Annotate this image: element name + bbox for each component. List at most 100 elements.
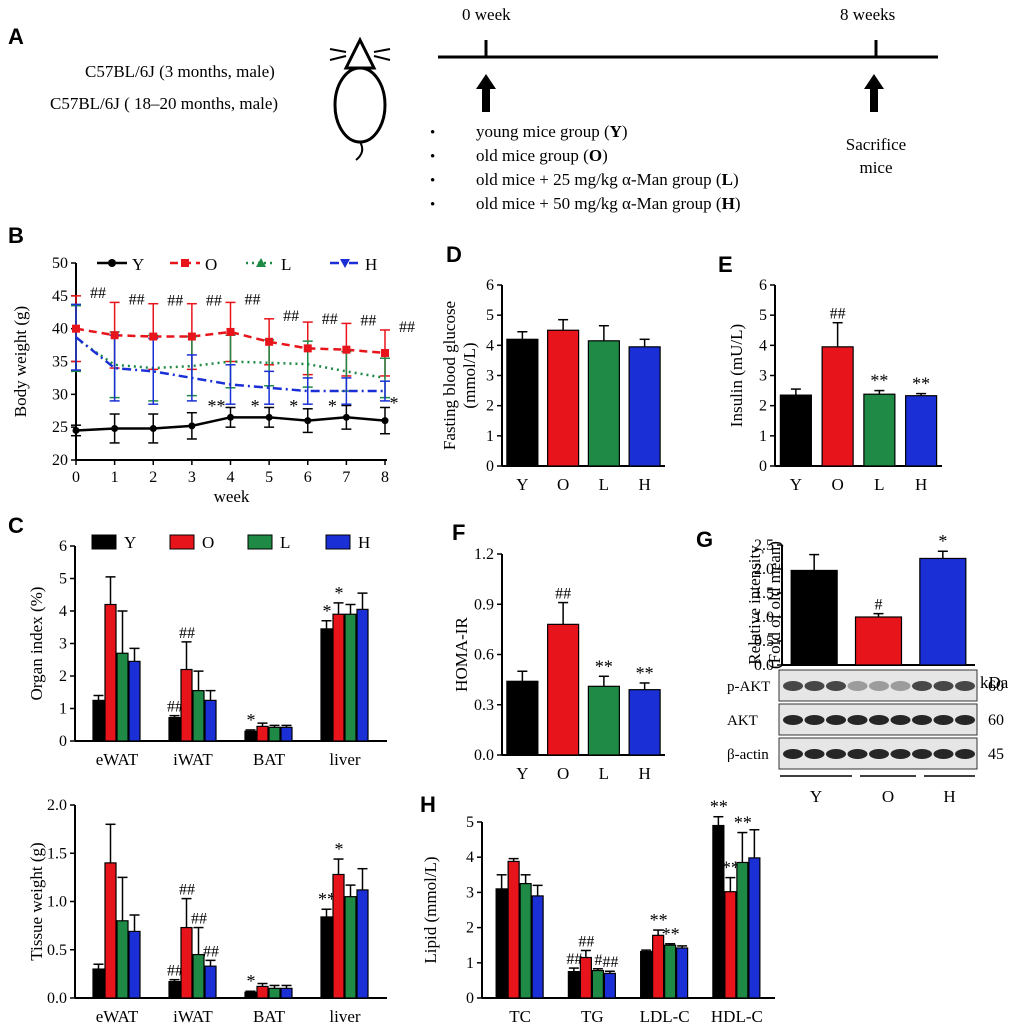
- blot-kda-label: 45: [988, 746, 1004, 763]
- point-O: [187, 332, 196, 341]
- y-tick-label: 4: [59, 603, 67, 620]
- bar-L: [587, 340, 620, 467]
- bar-L-eWAT: [116, 652, 129, 742]
- bar-H-liver: [356, 608, 369, 742]
- x-tick-label: H: [915, 475, 927, 494]
- annotation: **: [318, 889, 336, 909]
- point-Y: [188, 422, 196, 430]
- x-tick-label: O: [831, 475, 843, 494]
- blot-band: [847, 681, 868, 691]
- bar-H-BAT: [280, 987, 293, 999]
- bar-L-TC: [519, 882, 532, 999]
- blot-band: [847, 749, 868, 759]
- blot-band: [890, 749, 911, 759]
- bar-H-HDL-C: [748, 857, 761, 999]
- mouse-icon: [329, 36, 391, 161]
- y-tick-label: 2.0: [47, 797, 67, 814]
- bar-Y-eWAT: [92, 968, 105, 999]
- annotation: *: [251, 396, 260, 416]
- arrow-start-icon: [476, 74, 496, 112]
- y-tick-label: 5: [486, 307, 494, 324]
- x-tick-label: L: [599, 475, 609, 494]
- annotation: ##: [167, 963, 183, 980]
- point-Y: [227, 413, 234, 421]
- y-axis-label: Tissue weight (g): [27, 842, 46, 960]
- y-tick-label: 2.0: [754, 561, 774, 578]
- legend-marker-L: [256, 258, 266, 267]
- annotation: **: [595, 656, 613, 676]
- y-tick-label: 45: [52, 288, 68, 305]
- bar-Y-TG: [567, 970, 580, 999]
- annotation: **: [870, 371, 888, 391]
- annotation: ##: [322, 311, 338, 328]
- blot-band-label: β-actin: [727, 747, 769, 763]
- y-tick-label: 1.2: [474, 546, 494, 563]
- bar-L-BAT: [268, 726, 281, 742]
- blot-band: [912, 715, 932, 725]
- annotation: **: [710, 797, 728, 817]
- y-tick-label: 0.0: [47, 990, 67, 1007]
- annotation: #: [594, 952, 602, 969]
- group-item: young mice group (Y): [476, 122, 628, 141]
- bar-O-LDL-C: [652, 934, 665, 999]
- point-Y: [342, 413, 350, 421]
- y-tick-label: 3: [466, 884, 474, 901]
- x-tick-label: 0: [72, 469, 80, 486]
- y-tick-label: 2.5: [754, 537, 774, 554]
- blot-band: [847, 715, 868, 725]
- y-tick-label: 3: [486, 368, 494, 385]
- y-tick-label: 0: [59, 733, 67, 750]
- x-tick-label: iWAT: [173, 1007, 213, 1026]
- y-axis-label: Insulin (mU/L): [727, 324, 746, 427]
- timeline-end-label: 8 weeks: [840, 5, 895, 24]
- y-axis-label: Fasting blood glucose: [440, 301, 459, 450]
- group-item: old mice group (O): [476, 146, 608, 165]
- x-tick-label: O: [557, 764, 569, 783]
- y-tick-label: 30: [52, 386, 68, 403]
- bar-O-TG: [579, 956, 592, 999]
- blot-band: [826, 715, 846, 725]
- x-tick-label: L: [874, 475, 884, 494]
- x-tick-label: HDL-C: [711, 1007, 763, 1026]
- y-tick-label: 1.0: [47, 894, 67, 911]
- x-tick-label: Y: [516, 764, 528, 783]
- blot-band: [933, 749, 954, 759]
- bar-O: [854, 616, 903, 666]
- bar-Y-iWAT: [168, 980, 181, 999]
- y-axis-label: Organ index (%): [27, 587, 46, 701]
- x-tick-label: 8: [381, 469, 389, 486]
- legend-swatch-L: [247, 534, 273, 550]
- series-line-H: [75, 336, 385, 393]
- annotation: *: [247, 971, 256, 991]
- point-O: [226, 327, 235, 336]
- legend-label-O: O: [202, 533, 214, 552]
- legend-label-Y: Y: [132, 255, 144, 274]
- y-tick-label: 0.5: [47, 942, 67, 959]
- point-O: [110, 331, 119, 340]
- y-tick-label: 5: [759, 307, 767, 324]
- annotation: ##: [90, 285, 106, 302]
- y-tick-label: 2: [466, 920, 474, 937]
- panel-e: 0 1 2 3 4 5 6 Insulin (mU/L) Y ## O ** L ** H E: [718, 252, 942, 494]
- bar-Y-TC: [495, 888, 508, 999]
- annotation: *: [289, 396, 298, 416]
- x-tick-label: H: [638, 764, 650, 783]
- y-tick-label: 2: [59, 668, 67, 685]
- y-tick-label: 6: [59, 538, 67, 555]
- legend-label-H: H: [365, 255, 377, 274]
- bar-O-BAT: [256, 725, 269, 742]
- y-axis-label: (Fold of old mean): [765, 541, 784, 669]
- y-axis-label: Body weight (g): [11, 306, 30, 417]
- panel-label-c: C: [8, 513, 24, 538]
- blot-band: [804, 715, 825, 725]
- x-tick-label: O: [557, 475, 569, 494]
- legend-swatch-O: [169, 534, 195, 550]
- y-tick-label: 0: [486, 458, 494, 475]
- bar-O-eWAT: [104, 603, 117, 742]
- bar-O-iWAT: [180, 668, 193, 742]
- x-tick-label: liver: [329, 1007, 360, 1026]
- annotation: *: [938, 531, 947, 551]
- point-Y: [265, 413, 273, 421]
